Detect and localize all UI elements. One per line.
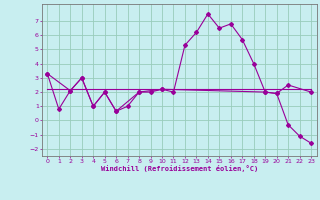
X-axis label: Windchill (Refroidissement éolien,°C): Windchill (Refroidissement éolien,°C) — [100, 165, 258, 172]
